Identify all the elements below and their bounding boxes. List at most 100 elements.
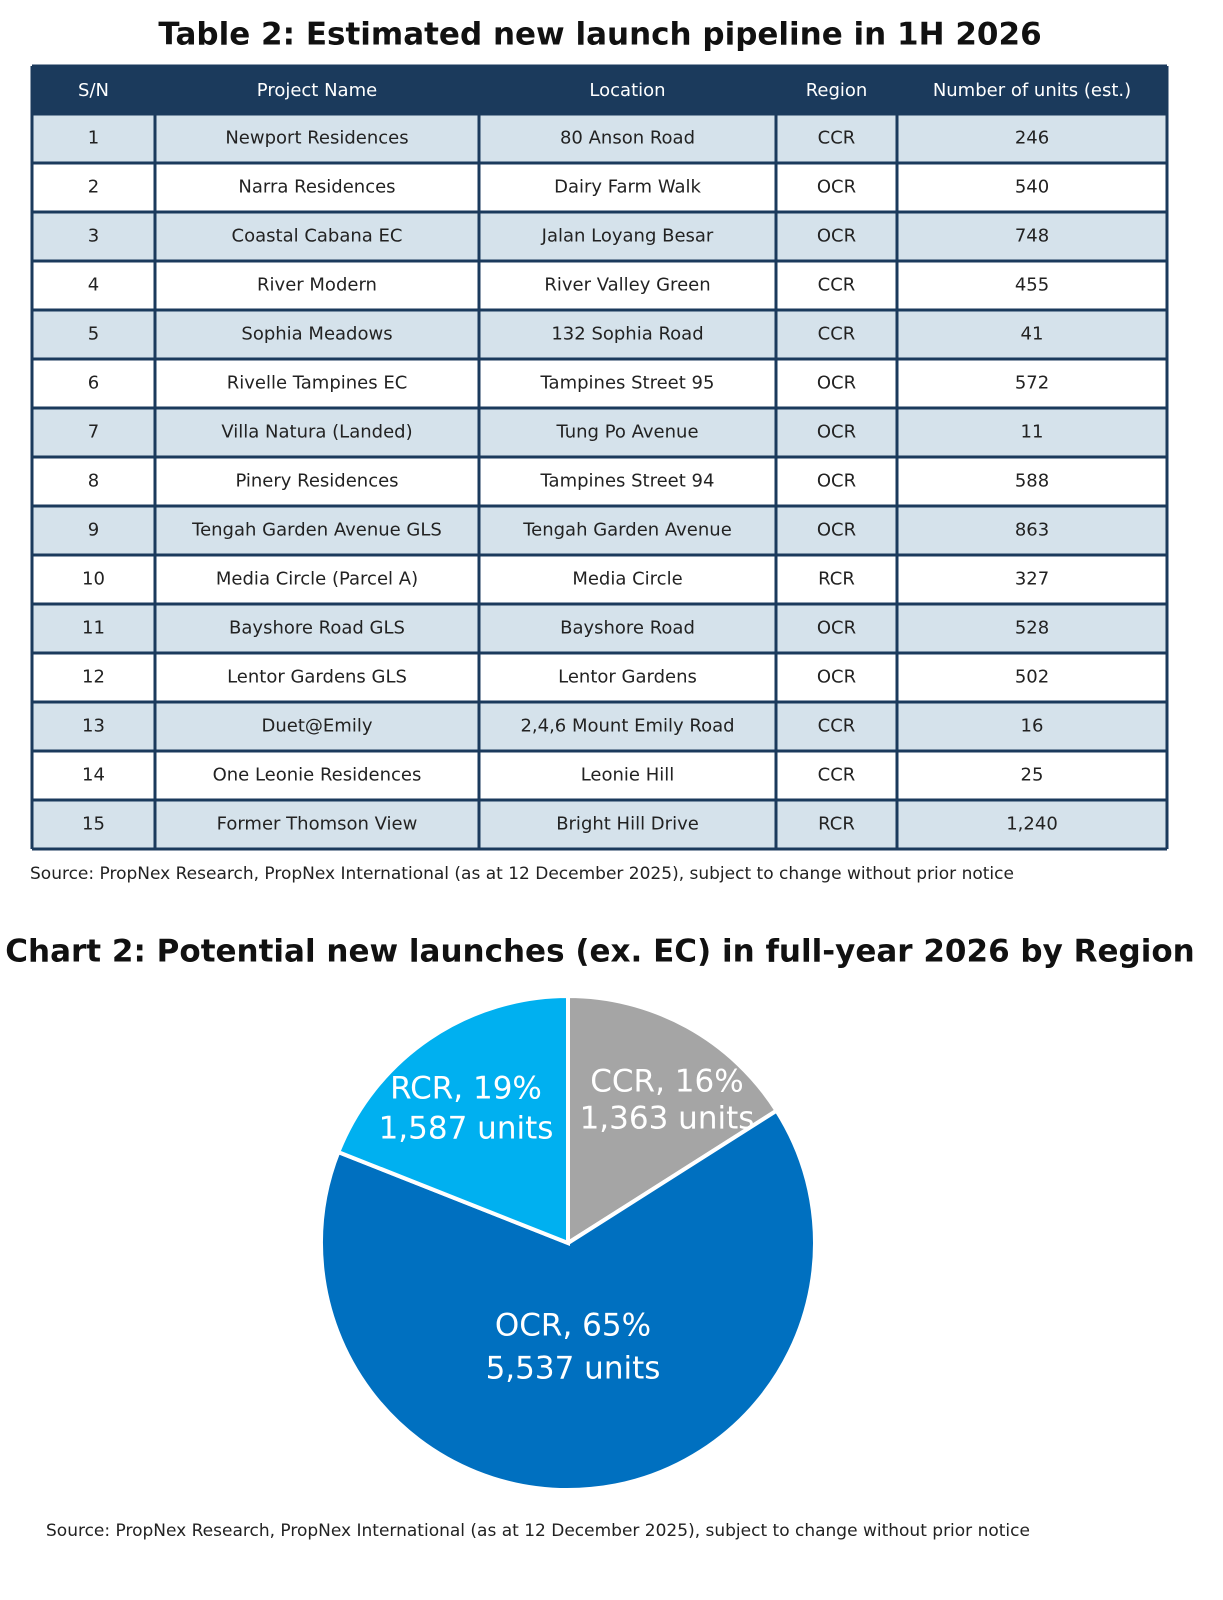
pie-units-label: 1,587 units (379, 1111, 554, 1147)
table-cell: 132 Sophia Road (551, 324, 703, 345)
column-header: Project Name (257, 80, 377, 101)
table-cell: CCR (818, 275, 856, 296)
table-cell: 8 (88, 471, 99, 492)
table-cell: 12 (82, 667, 105, 688)
table-cell: 528 (1015, 618, 1049, 639)
table-cell: One Leonie Residences (213, 765, 422, 786)
pie-label: CCR, 16% (590, 1064, 743, 1100)
table-header (32, 66, 1167, 114)
table-cell: 1,240 (1006, 814, 1058, 835)
table-row (32, 800, 1167, 849)
table-cell: RCR (818, 569, 855, 590)
table-cell: 14 (82, 765, 105, 786)
chart-title: Chart 2: Potential new launches (ex. EC)… (5, 934, 1194, 970)
table-cell: CCR (818, 324, 856, 345)
table-cell: Lentor Gardens GLS (227, 667, 407, 688)
pie-units-label: 5,537 units (486, 1351, 661, 1387)
table-cell: 7 (88, 422, 99, 443)
table-cell: Media Circle (Parcel A) (216, 569, 418, 590)
table-cell: 80 Anson Road (560, 128, 695, 149)
table-row (32, 702, 1167, 751)
column-header: Number of units (est.) (933, 80, 1131, 101)
table-cell: 41 (1021, 324, 1044, 345)
pie-slice (319, 1107, 817, 1492)
table-row (32, 751, 1167, 800)
table-cell: OCR (817, 667, 856, 688)
table-cell: Bayshore Road (560, 618, 695, 639)
pie-label: OCR, 65% (495, 1308, 651, 1344)
table-cell: Tampines Street 94 (540, 471, 715, 492)
table-cell: 5 (88, 324, 99, 345)
table-cell: 13 (82, 716, 105, 737)
table-cell: Sophia Meadows (241, 324, 392, 345)
table-cell: OCR (817, 226, 856, 247)
table-row (32, 359, 1167, 408)
table-cell: 6 (88, 373, 99, 394)
table-cell: CCR (818, 765, 856, 786)
table-cell: Tengah Garden Avenue (522, 520, 732, 541)
table-cell: OCR (817, 177, 856, 198)
table-cell: 863 (1015, 520, 1049, 541)
table-cell: Jalan Loyang Besar (541, 226, 714, 247)
table-cell: 2,4,6 Mount Emily Road (520, 716, 734, 737)
table-cell: 25 (1021, 765, 1044, 786)
table-row (32, 212, 1167, 261)
pie-units-label: 1,363 units (580, 1101, 755, 1137)
table-cell: Duet@Emily (262, 716, 373, 737)
table-cell: Former Thomson View (217, 814, 418, 835)
table-cell: Leonie Hill (581, 765, 675, 786)
table-row (32, 408, 1167, 457)
pie-slice (335, 993, 570, 1246)
table-cell: 246 (1015, 128, 1049, 149)
table-cell: OCR (817, 618, 856, 639)
table-cell: Villa Natura (Landed) (221, 422, 412, 443)
table-cell: Media Circle (572, 569, 682, 590)
table-cell: CCR (818, 128, 856, 149)
table-cell: OCR (817, 373, 856, 394)
table-row (32, 506, 1167, 555)
table-cell: 11 (82, 618, 105, 639)
table-row (32, 114, 1167, 163)
table-cell: 16 (1021, 716, 1044, 737)
table-cell: Lentor Gardens (558, 667, 697, 688)
table-row (32, 163, 1167, 212)
table-source: Source: PropNex Research, PropNex Intern… (30, 864, 1014, 884)
table-row (32, 457, 1167, 506)
table-cell: Dairy Farm Walk (554, 177, 701, 198)
table-cell: 572 (1015, 373, 1049, 394)
table-cell: 748 (1015, 226, 1049, 247)
table-cell: OCR (817, 422, 856, 443)
table-cell: 502 (1015, 667, 1049, 688)
table-cell: Narra Residences (238, 177, 395, 198)
table-cell: 11 (1021, 422, 1044, 443)
table-cell: Tengah Garden Avenue GLS (191, 520, 442, 541)
table-cell: CCR (818, 716, 856, 737)
column-header: S/N (78, 80, 109, 101)
table-cell: Newport Residences (225, 128, 408, 149)
table-cell: 10 (82, 569, 105, 590)
table-cell: 15 (82, 814, 105, 835)
table-cell: OCR (817, 520, 856, 541)
table-cell: OCR (817, 471, 856, 492)
table-cell: Tampines Street 95 (540, 373, 715, 394)
table-cell: River Modern (257, 275, 377, 296)
table-cell: 327 (1015, 569, 1049, 590)
table-cell: Bayshore Road GLS (229, 618, 405, 639)
table-cell: 2 (88, 177, 99, 198)
pie-label: RCR, 19% (390, 1071, 542, 1107)
table-cell: RCR (818, 814, 855, 835)
table-title: Table 2: Estimated new launch pipeline i… (158, 17, 1041, 53)
pie-slice (566, 993, 780, 1247)
table-row (32, 555, 1167, 604)
table-cell: Bright Hill Drive (556, 814, 699, 835)
table-cell: Pinery Residences (235, 471, 398, 492)
table-row (32, 261, 1167, 310)
column-header: Location (589, 80, 665, 101)
table-cell: Rivelle Tampines EC (227, 373, 408, 394)
table-cell: 9 (88, 520, 99, 541)
table-row (32, 310, 1167, 359)
table-row (32, 604, 1167, 653)
table-cell: 4 (88, 275, 99, 296)
table-cell: River Valley Green (544, 275, 710, 296)
